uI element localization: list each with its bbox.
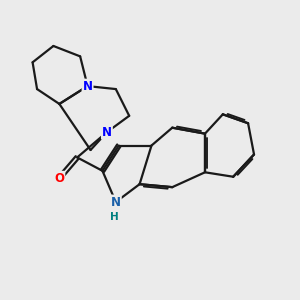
Text: O: O (54, 172, 64, 185)
Text: H: H (110, 212, 119, 223)
Text: N: N (102, 126, 112, 139)
Text: N: N (111, 196, 121, 208)
Text: N: N (82, 80, 93, 93)
